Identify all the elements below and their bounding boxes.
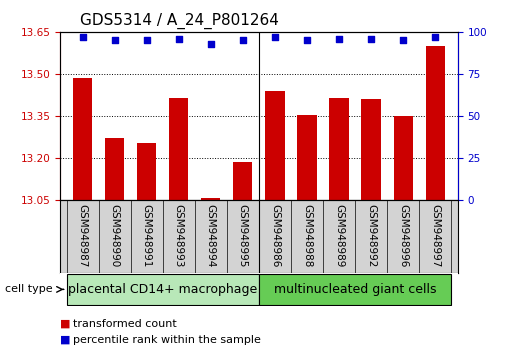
- Text: GSM948986: GSM948986: [270, 204, 280, 267]
- Point: [335, 36, 343, 41]
- Bar: [233, 162, 253, 200]
- Text: ■: ■: [60, 335, 71, 345]
- Bar: [265, 91, 285, 200]
- Text: transformed count: transformed count: [73, 319, 177, 329]
- Point: [110, 38, 119, 43]
- Point: [431, 34, 439, 40]
- Text: percentile rank within the sample: percentile rank within the sample: [73, 335, 261, 345]
- Bar: [169, 98, 188, 200]
- Point: [367, 36, 376, 41]
- Text: GSM948991: GSM948991: [142, 204, 152, 267]
- Text: GSM948987: GSM948987: [77, 204, 87, 267]
- Text: multinucleated giant cells: multinucleated giant cells: [274, 283, 436, 296]
- Text: GSM948996: GSM948996: [398, 204, 408, 267]
- Point: [399, 38, 407, 43]
- Text: GSM948993: GSM948993: [174, 204, 184, 267]
- Bar: [105, 138, 124, 200]
- Bar: [393, 116, 413, 200]
- Text: placental CD14+ macrophage: placental CD14+ macrophage: [68, 283, 257, 296]
- Bar: [201, 198, 220, 200]
- Text: GSM948995: GSM948995: [238, 204, 248, 267]
- Text: GSM948994: GSM948994: [206, 204, 216, 267]
- Text: GSM948997: GSM948997: [430, 204, 440, 267]
- Point: [175, 36, 183, 41]
- Bar: [329, 98, 349, 200]
- Bar: [66, 274, 259, 304]
- Text: cell type: cell type: [5, 284, 53, 295]
- Point: [78, 34, 87, 40]
- Point: [271, 34, 279, 40]
- Text: GSM948990: GSM948990: [110, 204, 120, 267]
- Bar: [73, 78, 92, 200]
- Point: [303, 38, 311, 43]
- Text: GSM948992: GSM948992: [366, 204, 376, 267]
- Text: GDS5314 / A_24_P801264: GDS5314 / A_24_P801264: [80, 13, 279, 29]
- Point: [207, 41, 215, 46]
- Point: [238, 38, 247, 43]
- Bar: [426, 46, 445, 200]
- Text: ■: ■: [60, 319, 71, 329]
- Text: GSM948988: GSM948988: [302, 204, 312, 267]
- Text: GSM948989: GSM948989: [334, 204, 344, 267]
- Bar: [361, 99, 381, 200]
- Bar: [298, 115, 316, 200]
- Bar: [259, 274, 451, 304]
- Bar: [137, 143, 156, 200]
- Point: [142, 38, 151, 43]
